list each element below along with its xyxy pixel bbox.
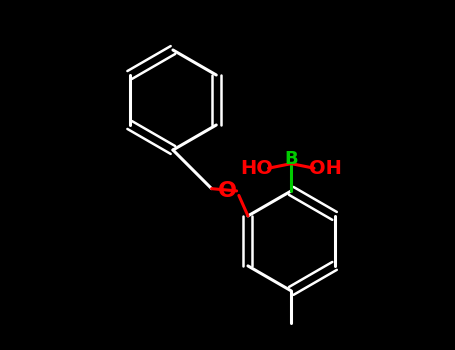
Text: O: O [218,181,237,201]
Text: OH: OH [309,159,342,178]
Text: HO: HO [241,159,273,178]
Text: B: B [284,150,298,168]
